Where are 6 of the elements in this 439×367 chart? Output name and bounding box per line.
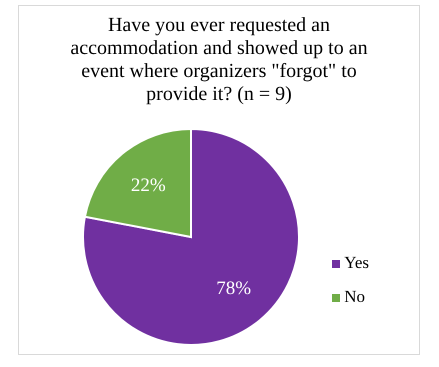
data-label: 22% — [130, 174, 166, 196]
pie-slice — [82, 128, 300, 346]
chart-title: Have you ever requested an accommodation and showed up to an event where organizers "forgot" to provide it? (n = 9) — [69, 14, 369, 106]
legend-label: No — [344, 287, 366, 306]
data-label: 78% — [216, 278, 252, 300]
legend-label: Yes — [344, 253, 369, 272]
